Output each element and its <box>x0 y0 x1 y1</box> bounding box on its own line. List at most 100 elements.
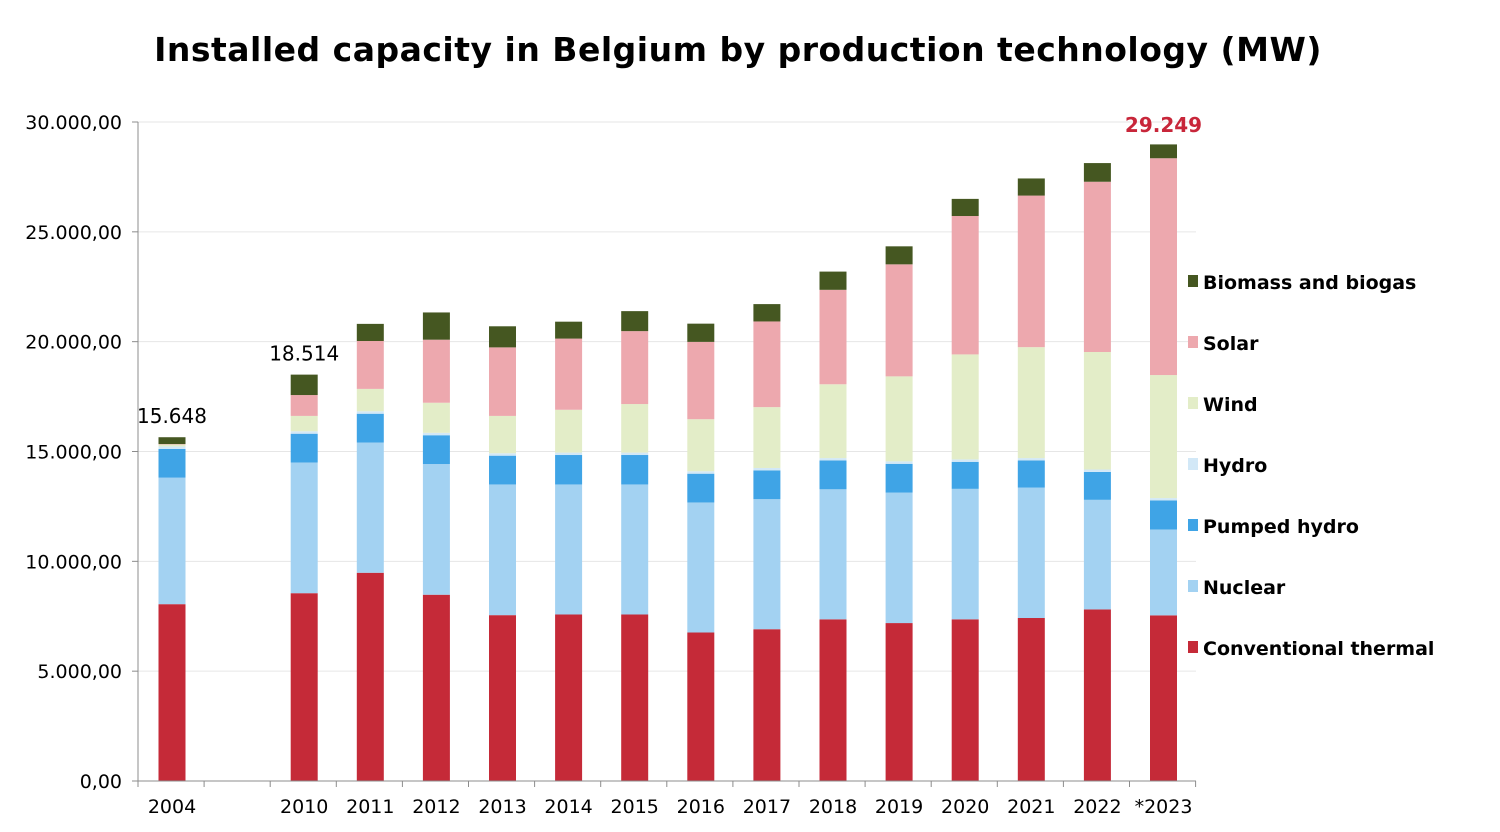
bar-biomass-and-biogas-2010 <box>290 374 318 396</box>
x-tick-label: 2015 <box>611 796 659 818</box>
legend-swatch-pumped-hydro <box>1188 519 1198 531</box>
x-tick-label: 2011 <box>346 796 394 818</box>
bar-pumped-hydro-2010 <box>290 433 318 463</box>
bar-pumped-hydro-2011 <box>356 413 384 443</box>
bar-conventional-thermal-2019 <box>885 623 913 781</box>
bar-nuclear-2021 <box>1017 487 1045 619</box>
bar-wind-2017 <box>753 407 781 468</box>
bar-pumped-hydro-2022 <box>1083 471 1111 500</box>
bar-wind-2018 <box>819 384 847 459</box>
bar-wind-2013 <box>489 415 516 454</box>
bar-conventional-thermal-2014 <box>555 614 583 781</box>
axes <box>132 121 1197 787</box>
y-tick-label: 30.000,00 <box>25 112 122 134</box>
bar-wind-2021 <box>1017 347 1045 459</box>
bar-nuclear-2004 <box>158 477 186 605</box>
bar-wind-2004 <box>158 444 186 447</box>
legend-swatch-wind <box>1188 397 1198 409</box>
bar-pumped-hydro-2018 <box>819 460 847 490</box>
y-tick-label: 0,00 <box>80 771 122 793</box>
bar-nuclear-2011 <box>356 442 384 573</box>
bar-biomass-and-biogas-2016 <box>687 323 715 342</box>
bar-biomass-and-biogas-2015 <box>621 311 649 332</box>
bar-conventional-thermal-2023 <box>1150 615 1177 781</box>
bar-wind-2010 <box>290 415 318 432</box>
bar-biomass-and-biogas-2014 <box>555 321 583 339</box>
bar-wind-2023 <box>1150 375 1177 499</box>
bar-biomass-and-biogas-2004 <box>158 437 186 445</box>
bar-pumped-hydro-2012 <box>422 435 450 465</box>
bar-wind-2014 <box>555 409 583 453</box>
bar-wind-2022 <box>1083 351 1111 470</box>
bar-hydro-2016 <box>687 471 715 474</box>
x-tick-label: 2013 <box>478 796 526 818</box>
x-tick-label: 2017 <box>743 796 791 818</box>
bar-wind-2016 <box>687 419 715 472</box>
bar-nuclear-2018 <box>819 489 847 620</box>
bar-solar-2022 <box>1083 181 1111 352</box>
x-tick-label: 2018 <box>809 796 857 818</box>
bar-nuclear-2012 <box>422 464 450 595</box>
bar-pumped-hydro-2013 <box>489 455 516 485</box>
bar-pumped-hydro-2004 <box>158 448 186 478</box>
legend-label-hydro: Hydro <box>1203 455 1267 477</box>
bar-solar-2021 <box>1017 195 1045 348</box>
bar-solar-2012 <box>422 339 450 403</box>
y-tick-label: 10.000,00 <box>25 551 122 573</box>
bar-biomass-and-biogas-2021 <box>1017 178 1045 196</box>
bar-conventional-thermal-2010 <box>290 593 318 781</box>
bar-nuclear-2020 <box>951 488 979 620</box>
bar-solar-2020 <box>951 216 979 355</box>
legend-label-conventional-thermal: Conventional thermal <box>1203 638 1434 660</box>
legend: Biomass and biogas Solar Wind Hydro Pumped h… <box>1188 272 1434 660</box>
bar-biomass-and-biogas-2022 <box>1083 163 1111 182</box>
bar-conventional-thermal-2022 <box>1083 609 1111 781</box>
bar-conventional-thermal-2017 <box>753 629 781 781</box>
legend-label-biomass-and-biogas: Biomass and biogas <box>1203 272 1416 294</box>
labels: 0,00 5.000,00 10.000,00 15.000,00 20.000,00 2… <box>25 112 1202 818</box>
bar-pumped-hydro-2023 <box>1150 500 1177 530</box>
bar-conventional-thermal-2013 <box>489 615 516 781</box>
bar-solar-2016 <box>687 341 715 420</box>
bar-nuclear-2023 <box>1150 529 1177 616</box>
bar-solar-2011 <box>356 341 384 389</box>
x-tick-label: 2019 <box>875 796 923 818</box>
bar-hydro-2022 <box>1083 469 1111 472</box>
bar-conventional-thermal-2015 <box>621 614 649 781</box>
bar-pumped-hydro-2014 <box>555 455 583 485</box>
bar-conventional-thermal-2020 <box>951 619 979 781</box>
total-label: 18.514 <box>269 342 339 366</box>
bar-hydro-2015 <box>621 452 649 456</box>
bar-nuclear-2010 <box>290 462 318 594</box>
bar-wind-2011 <box>356 388 384 412</box>
bar-pumped-hydro-2020 <box>951 461 979 489</box>
bar-hydro-2013 <box>489 453 516 456</box>
legend-label-pumped-hydro: Pumped hydro <box>1203 516 1359 538</box>
legend-swatch-hydro <box>1188 458 1198 470</box>
bar-pumped-hydro-2021 <box>1017 460 1045 488</box>
bar-hydro-2010 <box>290 431 318 434</box>
bar-conventional-thermal-2021 <box>1017 618 1045 781</box>
x-tick-label: 2016 <box>677 796 725 818</box>
bar-hydro-2012 <box>422 432 450 436</box>
bar-hydro-2021 <box>1017 458 1045 461</box>
bar-biomass-and-biogas-2019 <box>885 246 913 265</box>
bar-biomass-and-biogas-2018 <box>819 271 847 290</box>
bar-biomass-and-biogas-2013 <box>489 326 516 348</box>
bar-hydro-2017 <box>753 467 781 471</box>
bar-solar-2010 <box>290 395 318 416</box>
bar-hydro-2011 <box>356 411 384 414</box>
chart-title: Installed capacity in Belgium by product… <box>154 30 1322 69</box>
bar-solar-2013 <box>489 347 516 416</box>
bar-wind-2015 <box>621 404 649 453</box>
bar-hydro-2019 <box>885 461 913 464</box>
legend-swatch-conventional-thermal <box>1188 641 1198 653</box>
bar-solar-2019 <box>885 264 913 377</box>
bar-hydro-2014 <box>555 452 583 456</box>
legend-swatch-biomass-and-biogas <box>1188 275 1198 287</box>
x-tick-label: 2012 <box>412 796 460 818</box>
legend-swatch-nuclear <box>1188 580 1198 592</box>
x-tick-label: 2021 <box>1007 796 1055 818</box>
x-tick-label: 2014 <box>544 796 592 818</box>
bars <box>158 144 1177 781</box>
